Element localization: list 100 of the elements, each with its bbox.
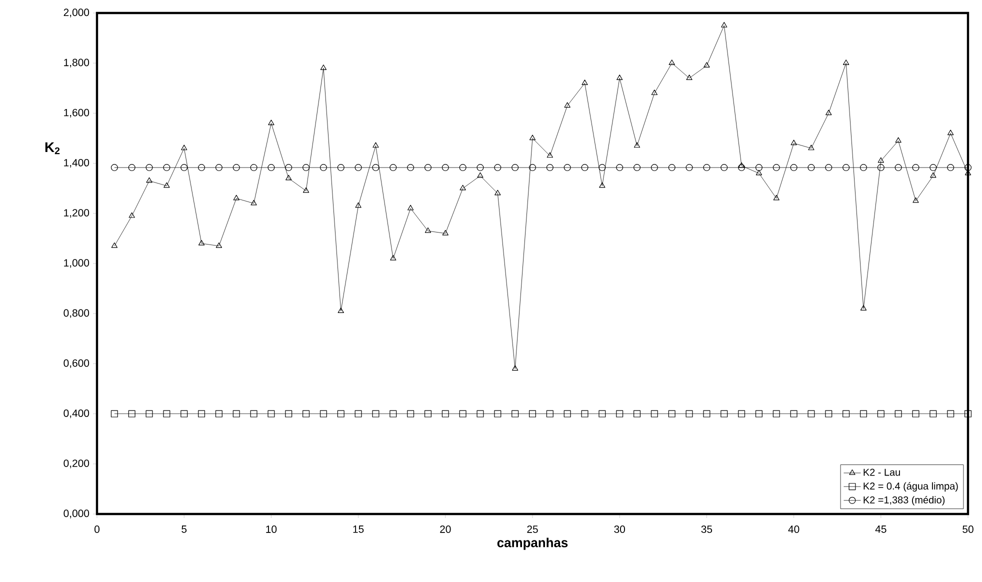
point bbox=[459, 410, 466, 418]
point bbox=[110, 164, 118, 172]
point bbox=[128, 164, 136, 172]
point bbox=[616, 164, 624, 172]
point bbox=[164, 182, 170, 188]
point bbox=[842, 60, 850, 65]
point bbox=[424, 227, 432, 233]
legend-label: K2 = 0.4 (água limpa) bbox=[864, 482, 958, 492]
point bbox=[286, 174, 292, 180]
point bbox=[355, 202, 362, 208]
point bbox=[668, 60, 675, 65]
point bbox=[338, 308, 344, 313]
point bbox=[163, 164, 170, 172]
point bbox=[947, 410, 954, 418]
point bbox=[773, 194, 780, 200]
point bbox=[181, 144, 188, 150]
point bbox=[442, 230, 448, 236]
y-tick-label: 1,600 bbox=[64, 108, 90, 118]
point bbox=[146, 177, 152, 183]
point bbox=[407, 164, 414, 172]
point bbox=[442, 410, 449, 418]
point bbox=[825, 164, 832, 172]
point bbox=[320, 410, 327, 418]
point bbox=[215, 410, 222, 418]
point bbox=[634, 142, 640, 148]
point bbox=[808, 164, 815, 172]
legend-label: K2 - Lau bbox=[864, 468, 900, 476]
point bbox=[564, 102, 570, 108]
x-tick-label: 10 bbox=[266, 526, 277, 533]
point bbox=[216, 242, 222, 248]
x-tick-label: 5 bbox=[182, 526, 187, 533]
point bbox=[964, 410, 972, 418]
point bbox=[772, 410, 780, 418]
y-tick-label: 0,400 bbox=[64, 409, 90, 418]
point bbox=[232, 164, 240, 172]
point bbox=[704, 62, 710, 68]
point bbox=[146, 410, 153, 418]
x-tick-label: 35 bbox=[701, 526, 712, 533]
point bbox=[772, 164, 780, 172]
point bbox=[808, 410, 815, 418]
y-axis-title: K$_{2}$ bbox=[45, 142, 60, 154]
point bbox=[285, 164, 292, 172]
point bbox=[877, 164, 884, 172]
point bbox=[128, 410, 136, 418]
point bbox=[546, 164, 554, 172]
point bbox=[337, 410, 344, 418]
x-tick-label: 45 bbox=[875, 526, 886, 533]
x-tick-label: 40 bbox=[788, 526, 800, 533]
point bbox=[494, 410, 502, 418]
x-tick-label: 20 bbox=[440, 526, 451, 533]
point bbox=[372, 410, 380, 418]
point bbox=[686, 74, 692, 80]
point bbox=[826, 110, 832, 116]
point bbox=[930, 172, 936, 178]
point bbox=[860, 164, 867, 172]
x-tick-label: 15 bbox=[353, 526, 364, 533]
point bbox=[512, 410, 519, 418]
point bbox=[912, 197, 919, 203]
point bbox=[546, 152, 553, 158]
point bbox=[390, 254, 396, 260]
point bbox=[668, 164, 676, 172]
point bbox=[529, 164, 536, 172]
point bbox=[755, 410, 762, 418]
point bbox=[930, 164, 937, 172]
point bbox=[372, 164, 380, 172]
point bbox=[128, 212, 135, 218]
point bbox=[930, 410, 937, 418]
point bbox=[703, 410, 710, 418]
point bbox=[895, 137, 902, 143]
point bbox=[825, 410, 832, 418]
point bbox=[250, 200, 257, 206]
point bbox=[634, 410, 641, 418]
point bbox=[512, 164, 519, 172]
point bbox=[738, 410, 746, 418]
x-tick-label: 30 bbox=[614, 526, 626, 533]
point bbox=[476, 410, 484, 418]
point bbox=[564, 410, 571, 418]
point bbox=[529, 134, 536, 140]
point bbox=[582, 80, 588, 86]
point bbox=[180, 410, 188, 418]
point bbox=[650, 164, 658, 172]
point bbox=[650, 410, 658, 418]
point bbox=[111, 242, 118, 248]
point bbox=[529, 410, 536, 418]
y-tick-label: 2,000 bbox=[64, 8, 90, 18]
point bbox=[250, 164, 258, 172]
point bbox=[268, 410, 275, 418]
point bbox=[459, 164, 466, 172]
point bbox=[232, 410, 240, 418]
point bbox=[738, 162, 745, 168]
y-tick-label: 1,000 bbox=[64, 259, 90, 268]
x-tick-label: 25 bbox=[527, 526, 538, 533]
y-tick-label: 0,800 bbox=[64, 309, 90, 318]
point bbox=[163, 410, 170, 418]
point bbox=[180, 164, 188, 172]
point bbox=[598, 164, 606, 172]
point bbox=[842, 164, 850, 172]
point bbox=[268, 164, 275, 172]
point bbox=[878, 157, 884, 163]
point bbox=[302, 410, 310, 418]
